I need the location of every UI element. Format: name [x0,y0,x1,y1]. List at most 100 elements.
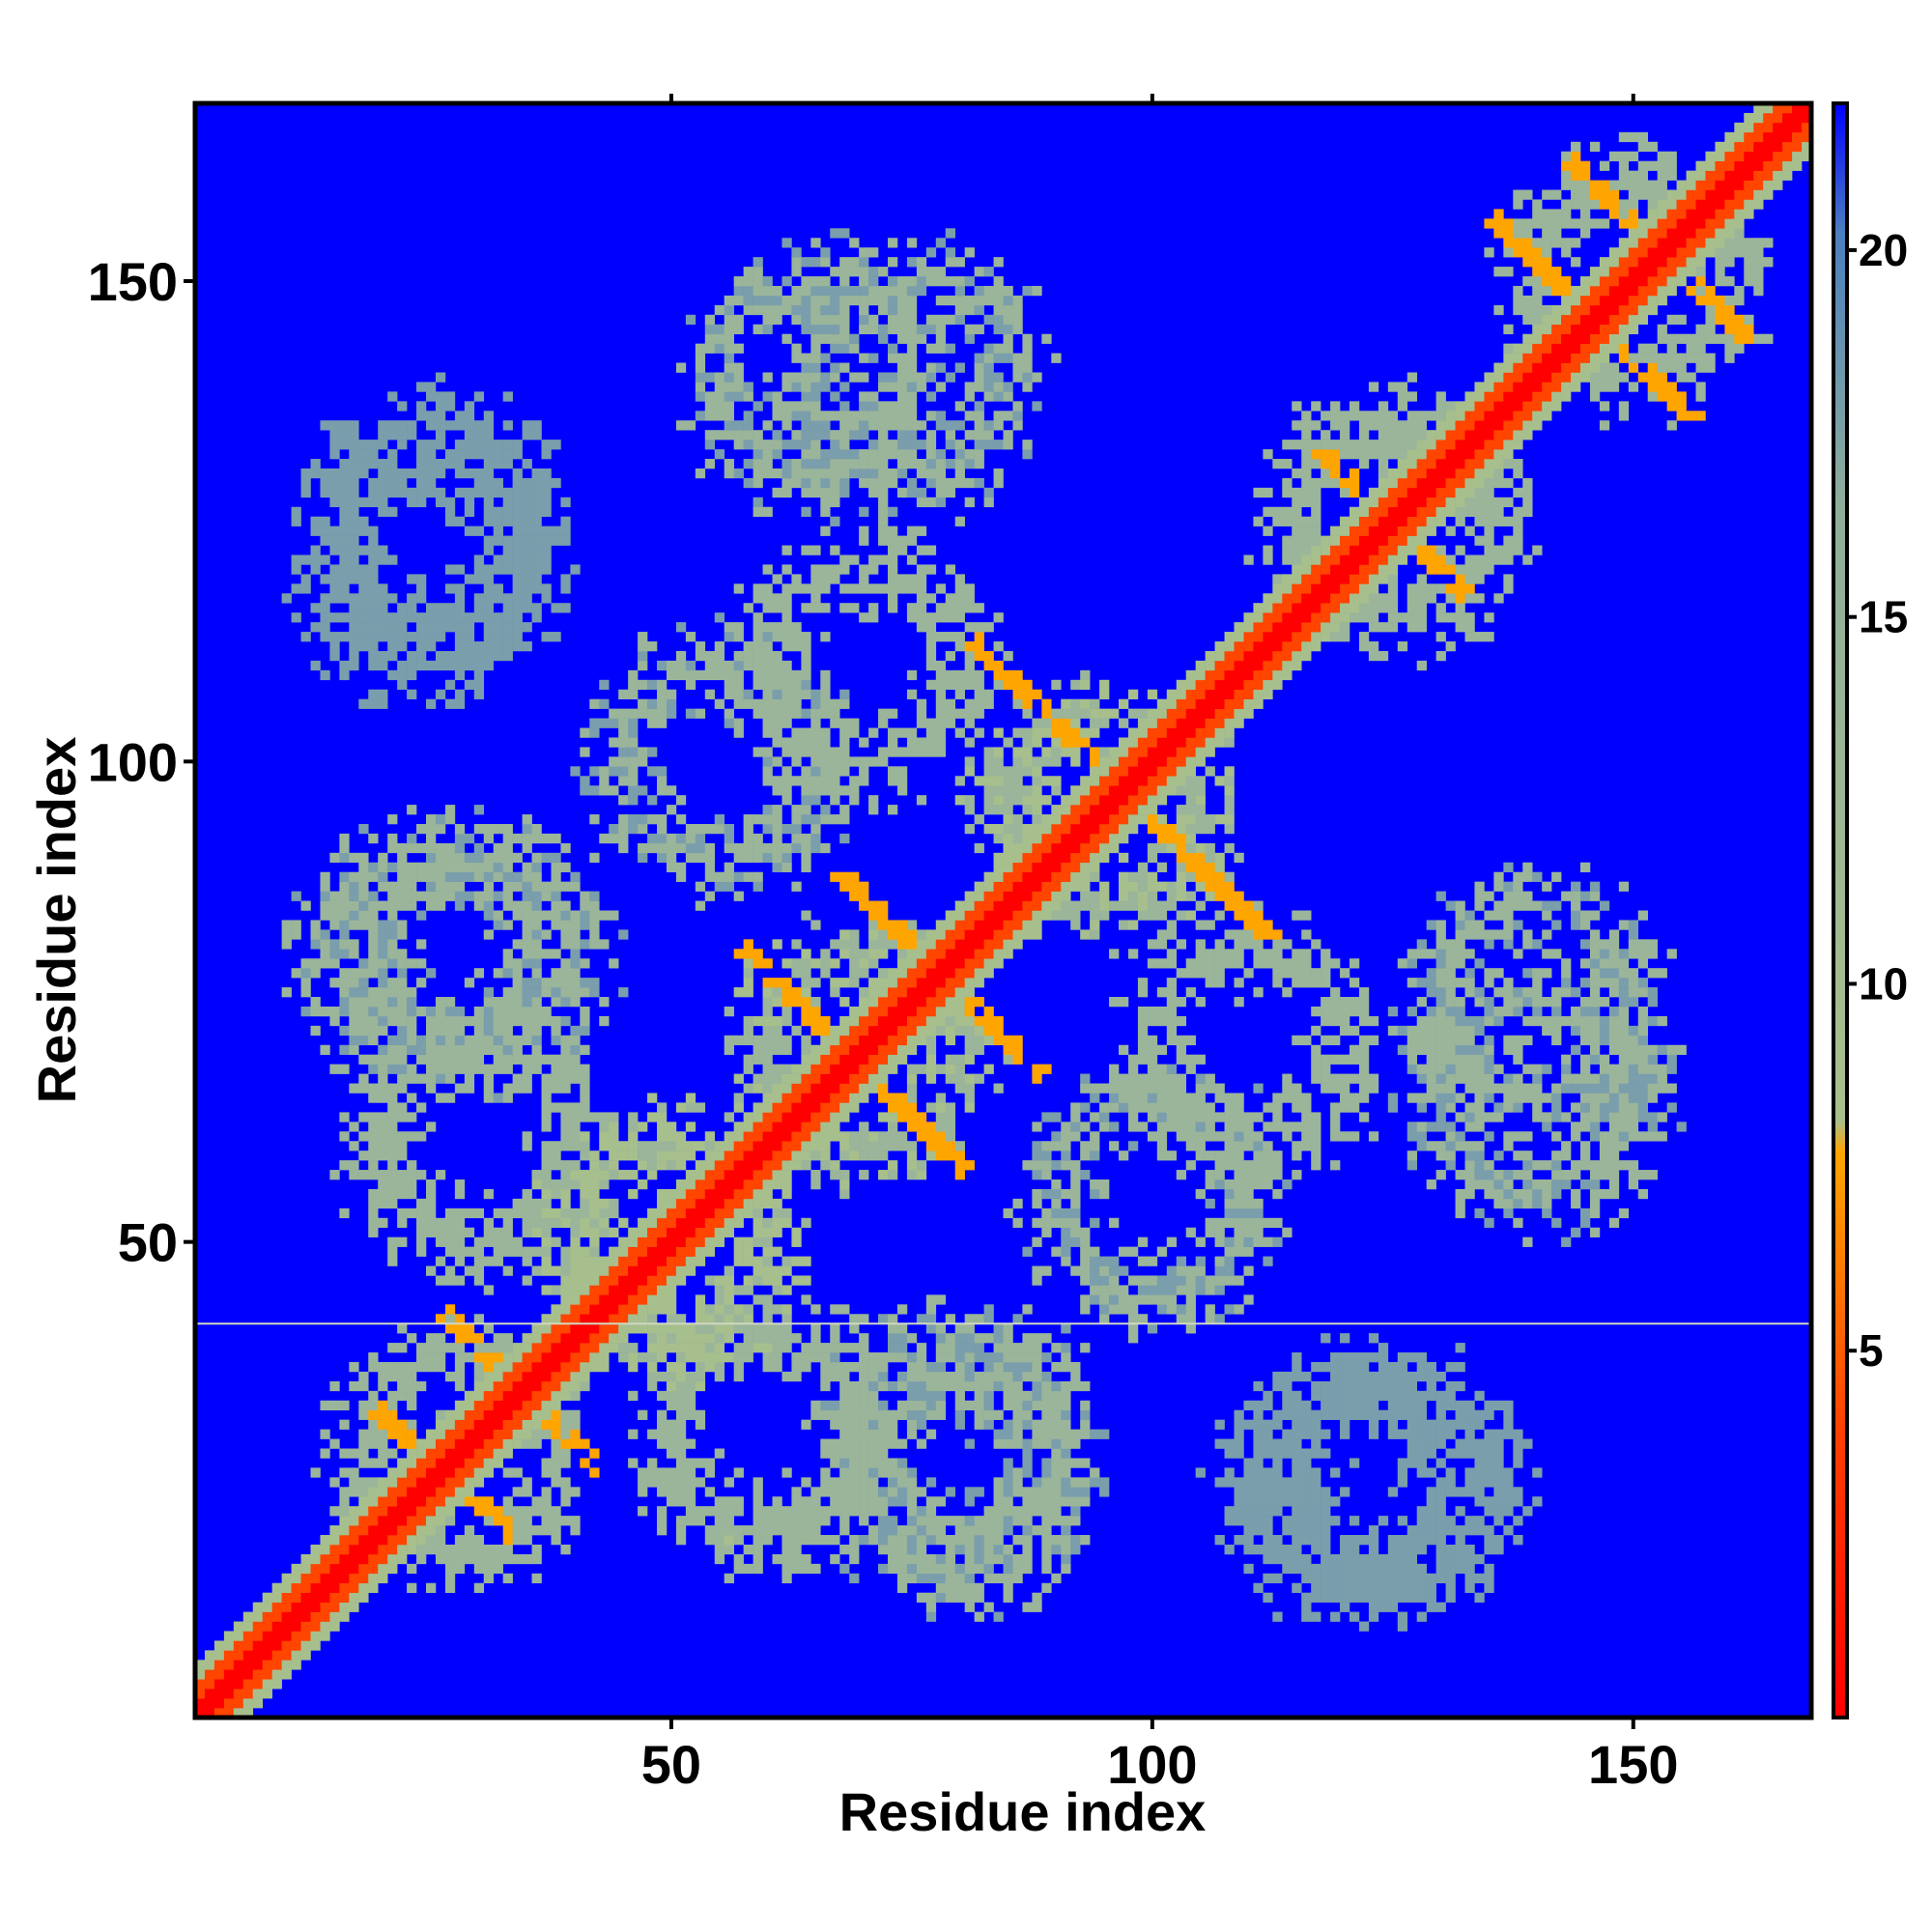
heatmap-cell [868,420,879,431]
heatmap-cell [512,1236,523,1247]
heatmap-cell [849,891,860,901]
heatmap-cell [935,1563,947,1575]
heatmap-cell [983,1400,994,1411]
heatmap-cell [531,1217,542,1229]
heatmap-cell [493,852,503,864]
heatmap-cell [551,1352,561,1363]
heatmap-cell [1041,747,1052,757]
heatmap-cell [368,497,379,508]
heatmap-cell [426,871,437,882]
heatmap-cell [1051,1496,1062,1507]
heatmap-cell [1003,1582,1013,1593]
heatmap-cell [378,1131,388,1142]
heatmap-cell [522,516,532,526]
heatmap-cell [195,1669,206,1680]
heatmap-cell [339,497,350,508]
heatmap-cell [580,1170,590,1180]
heatmap-cell [512,1525,523,1536]
heatmap-cell [695,1361,706,1373]
heatmap-cell [339,660,350,671]
heatmap-cell [781,1333,792,1344]
heatmap-cell [349,978,359,988]
heatmap-cell [964,304,975,316]
heatmap-cell [714,660,725,671]
heatmap-cell [906,459,918,469]
heatmap-cell [820,1015,831,1027]
heatmap-cell [1041,1525,1052,1536]
heatmap-cell [868,1409,879,1420]
heatmap-cell [781,1304,792,1315]
heatmap-cell [397,1496,408,1507]
heatmap-cell [666,1275,677,1286]
heatmap-cell [916,1563,927,1575]
heatmap-cell [849,238,860,248]
heatmap-cell [753,1236,763,1247]
heatmap-cell [329,593,340,604]
heatmap-cell [743,1314,753,1324]
heatmap-cell [454,468,466,479]
heatmap-cell [329,891,340,901]
heatmap-cell [906,382,918,392]
heatmap-cell [1012,1516,1023,1526]
heatmap-cell [820,285,831,297]
heatmap-cell [213,1669,225,1680]
heatmap-cell [896,304,908,316]
heatmap-cell [454,660,466,671]
heatmap-cell [368,833,379,844]
heatmap-cell [1012,1438,1023,1449]
heatmap-cell [743,1188,753,1200]
heatmap-cell [349,1602,359,1612]
heatmap-cell [810,574,821,584]
heatmap-cell [397,978,408,988]
heatmap-cell [810,1400,821,1411]
heatmap-cell [416,1227,427,1237]
heatmap-cell [204,1708,215,1719]
heatmap-cell [464,420,475,431]
heatmap-cell [1032,718,1042,728]
heatmap-cell [618,1170,629,1180]
heatmap-cell [407,1467,417,1478]
heatmap-cell [570,1285,581,1295]
heatmap-cell [1022,1525,1033,1536]
heatmap-cell [935,929,947,940]
heatmap-cell [906,526,918,536]
heatmap-cell [983,295,994,306]
heatmap-cell [839,554,850,565]
heatmap-cell [1003,1516,1013,1526]
heatmap-cell [906,362,918,373]
heatmap-cell [906,603,918,613]
heatmap-cell [416,1496,427,1507]
heatmap-cell [551,1141,561,1151]
heatmap-cell [762,1083,773,1094]
heatmap-cell [1051,1477,1062,1488]
heatmap-cell [820,314,831,326]
heatmap-cell [454,1208,466,1219]
heatmap-cell [964,987,975,998]
heatmap-cell [580,1256,590,1266]
heatmap-cell [271,1679,282,1690]
heatmap-cell [753,814,763,825]
heatmap-cell [753,1198,763,1209]
heatmap-cell [368,459,379,469]
heatmap-cell [329,449,340,460]
heatmap-cell [320,1429,330,1439]
heatmap-cell [993,871,1004,882]
heatmap-cell [531,1044,542,1055]
heatmap-cell [1003,382,1013,392]
heatmap-cell [454,1535,466,1546]
heatmap-cell [849,257,860,268]
heatmap-cell [772,708,782,719]
heatmap-cell [407,881,417,892]
heatmap-cell [1012,823,1023,835]
heatmap-cell [772,727,782,738]
heatmap-cell [329,641,340,652]
heatmap-cell [310,929,321,940]
heatmap-cell [762,1064,773,1074]
heatmap-cell [435,1553,446,1565]
heatmap-cell [945,1371,956,1382]
heatmap-cell [368,1188,379,1200]
heatmap-cell [464,660,475,671]
heatmap-cell [675,1160,687,1171]
heatmap-cell [589,1246,600,1257]
heatmap-cell [454,1343,466,1353]
